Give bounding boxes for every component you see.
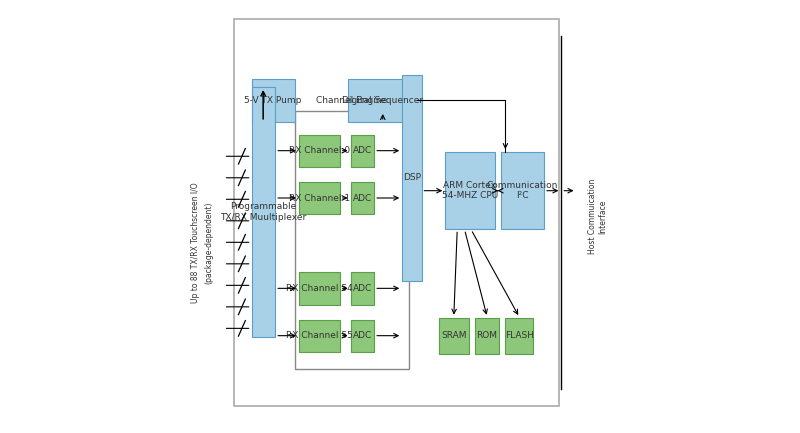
FancyBboxPatch shape (348, 79, 418, 122)
FancyBboxPatch shape (350, 182, 374, 214)
Text: RX Channel 1: RX Channel 1 (289, 194, 350, 203)
Text: 5-V TX Pump: 5-V TX Pump (244, 96, 302, 105)
FancyBboxPatch shape (251, 79, 294, 122)
FancyBboxPatch shape (506, 317, 534, 354)
Text: (package-dependent): (package-dependent) (204, 201, 213, 284)
Text: SRAM: SRAM (441, 331, 466, 340)
Text: RX Channel 54: RX Channel 54 (286, 284, 353, 293)
Text: DSP: DSP (403, 173, 421, 182)
Bar (234, 19, 559, 406)
Text: ADC: ADC (353, 146, 372, 155)
Text: Digital Sequencer: Digital Sequencer (342, 96, 423, 105)
Text: ADC: ADC (353, 331, 372, 340)
FancyBboxPatch shape (438, 317, 469, 354)
FancyBboxPatch shape (501, 152, 544, 229)
Text: Programmable
TX/RX Muultiplexer: Programmable TX/RX Muultiplexer (220, 203, 306, 222)
Text: Communication
I²C: Communication I²C (487, 181, 558, 200)
Text: ADC: ADC (353, 194, 372, 203)
FancyBboxPatch shape (475, 317, 499, 354)
FancyBboxPatch shape (299, 320, 340, 352)
Text: ROM: ROM (477, 331, 498, 340)
Bar (294, 111, 409, 369)
Text: ARM Cortex
54-MHZ CPU: ARM Cortex 54-MHZ CPU (442, 181, 498, 200)
Text: Up to 88 TX/RX Touchscreen I/O: Up to 88 TX/RX Touchscreen I/O (191, 182, 200, 303)
FancyBboxPatch shape (299, 135, 340, 167)
FancyBboxPatch shape (445, 152, 494, 229)
Text: RX Channel 0: RX Channel 0 (289, 146, 350, 155)
FancyBboxPatch shape (350, 272, 374, 305)
Text: Host Commuication
Interface: Host Commuication Interface (588, 179, 608, 254)
Text: Channel Engine: Channel Engine (316, 96, 387, 105)
Text: RX Channel 55: RX Channel 55 (286, 331, 353, 340)
FancyBboxPatch shape (350, 320, 374, 352)
FancyBboxPatch shape (251, 87, 275, 337)
Text: ADC: ADC (353, 284, 372, 293)
FancyBboxPatch shape (402, 74, 422, 281)
FancyBboxPatch shape (299, 272, 340, 305)
FancyBboxPatch shape (299, 182, 340, 214)
Text: FLASH: FLASH (505, 331, 534, 340)
FancyBboxPatch shape (350, 135, 374, 167)
